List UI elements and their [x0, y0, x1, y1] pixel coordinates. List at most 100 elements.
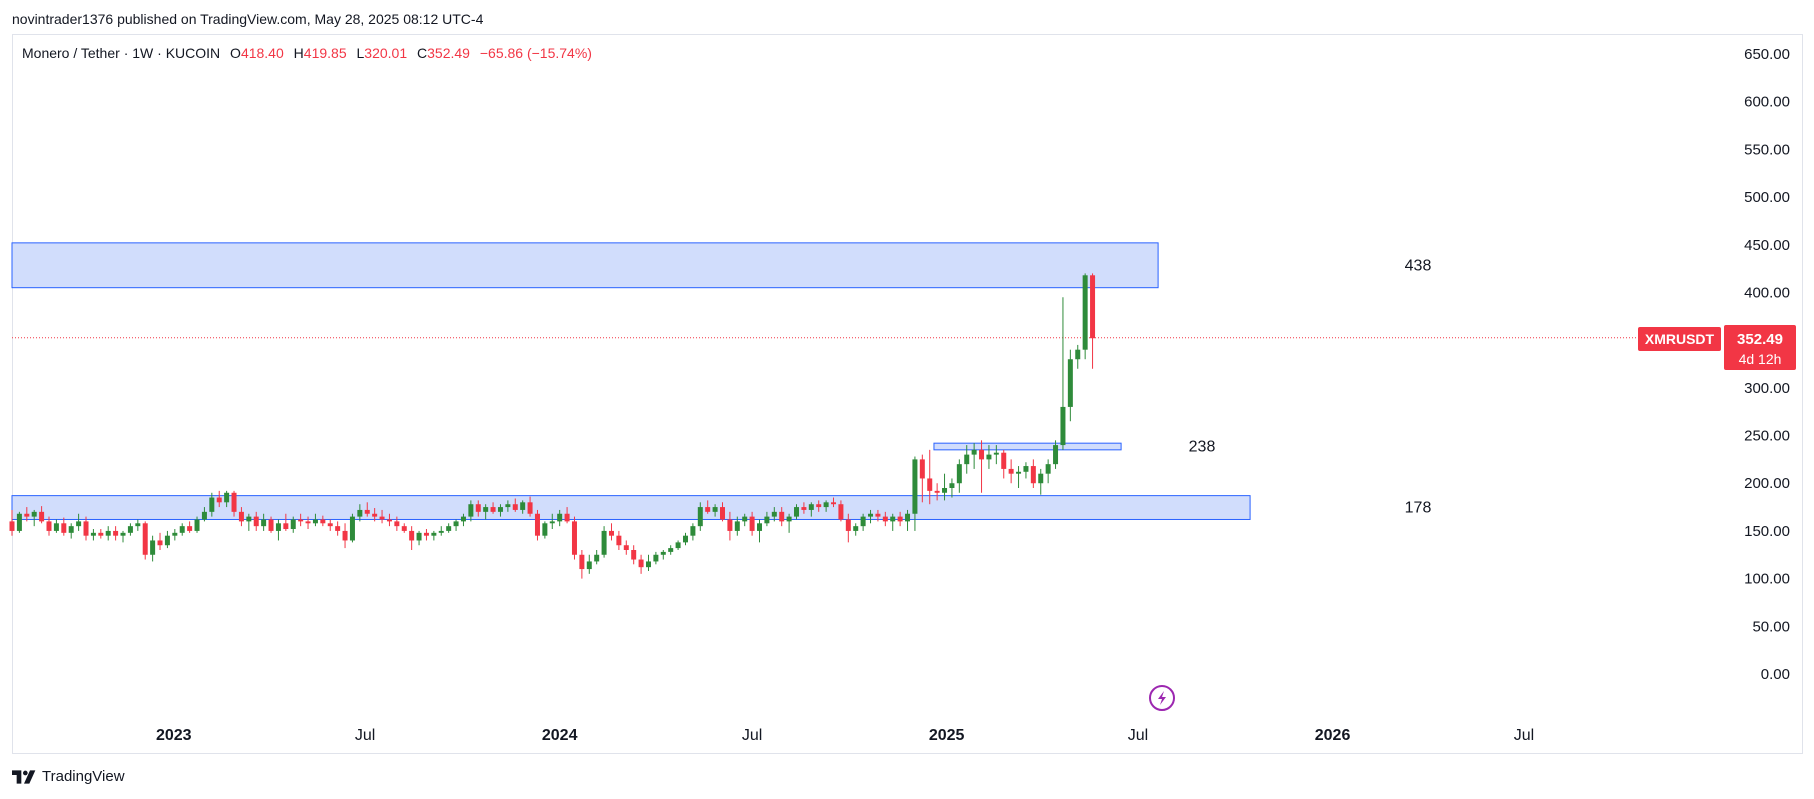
candle [320, 515, 326, 527]
candle [61, 517, 67, 536]
candle-body [39, 511, 45, 522]
symbol-badge-text: XMRUSDT [1645, 331, 1715, 347]
candle-body [616, 535, 622, 546]
candle [919, 454, 925, 503]
x-tick-label: Jul [1128, 727, 1148, 744]
x-tick-label: 2024 [542, 727, 578, 744]
candle-body [534, 513, 540, 536]
legend-high-label: H [293, 45, 304, 61]
y-tick-label: 550.00 [1744, 141, 1790, 158]
candle-body [868, 513, 874, 517]
candle-body [83, 521, 89, 536]
candle-body [46, 521, 52, 531]
candle-body [942, 488, 948, 493]
candle [505, 500, 511, 512]
candle-body [61, 523, 67, 533]
candle-body [801, 507, 807, 510]
zone-label: 438 [1405, 257, 1432, 274]
candle [734, 516, 740, 536]
candle-body [564, 513, 570, 522]
candle-body [475, 504, 481, 512]
footer-brand[interactable]: TradingView [12, 768, 125, 785]
candle [542, 521, 548, 539]
candle-body [349, 516, 355, 541]
candle-body [549, 521, 555, 524]
candle-body [971, 449, 977, 455]
candle [594, 550, 600, 565]
candle-body [460, 516, 466, 522]
candle-body [150, 540, 156, 555]
candle [31, 509, 37, 527]
candle-body [734, 521, 740, 531]
candles-layer [9, 273, 1096, 579]
candle [16, 511, 22, 533]
candle [1045, 459, 1051, 484]
candle [942, 473, 948, 501]
candle-body [964, 454, 970, 465]
candle [298, 513, 304, 527]
candle [475, 500, 481, 517]
candle [127, 523, 133, 536]
candle-body [275, 523, 281, 531]
symbol-legend: Monero / Tether · 1W · KUCOIN O418.40 H4… [22, 45, 592, 61]
candle-body [638, 559, 644, 568]
candle-body [979, 449, 985, 460]
candle [24, 507, 30, 522]
x-tick-label: 2023 [156, 727, 192, 744]
flash-icon[interactable] [1149, 685, 1175, 711]
candle-body [261, 519, 267, 527]
y-tick-label: 50.00 [1752, 618, 1790, 635]
legend-exchange: KUCOIN [165, 45, 221, 61]
candle [253, 511, 259, 531]
candle [794, 504, 800, 520]
candle-body [453, 521, 459, 527]
candle-body [779, 511, 785, 522]
candle-body [31, 511, 37, 517]
candle-body [53, 523, 59, 531]
candle [409, 526, 415, 550]
candle [979, 440, 985, 493]
legend-open-label: O [230, 45, 241, 61]
y-tick-label: 300.00 [1744, 380, 1790, 397]
candle-body [68, 526, 74, 533]
candle [631, 545, 637, 565]
candle [934, 483, 940, 501]
candle [238, 507, 244, 527]
price-badge-value: 352.49 [1737, 331, 1783, 348]
candle [638, 554, 644, 574]
candle [431, 530, 437, 541]
candle [468, 500, 474, 522]
candle-body [446, 526, 452, 531]
y-tick-label: 600.00 [1744, 94, 1790, 111]
candle [194, 516, 200, 533]
candle-body [468, 504, 474, 517]
candle-body [142, 523, 148, 555]
zone-label: 238 [1189, 439, 1216, 456]
candle-body [312, 519, 318, 524]
candle [512, 498, 518, 512]
candle-body [127, 526, 133, 533]
candle-body [757, 523, 763, 531]
candle-body [1053, 445, 1059, 465]
candle [616, 530, 622, 550]
candle-body [1001, 452, 1007, 469]
candle-body [76, 521, 82, 527]
candle-body [327, 523, 333, 527]
candle-body [16, 513, 22, 531]
footer-brand-text: TradingView [42, 768, 125, 785]
y-tick-label: 650.00 [1744, 46, 1790, 63]
zone-rect [933, 442, 1122, 451]
candle [749, 511, 755, 536]
candle [349, 513, 355, 543]
y-tick-label: 0.00 [1761, 666, 1790, 683]
candle-body [993, 452, 999, 455]
candle [90, 529, 96, 541]
candle-body [135, 523, 141, 527]
candle-body [786, 516, 792, 522]
candle [290, 516, 296, 533]
candle [601, 526, 607, 558]
candle [46, 516, 52, 536]
zone-rect [11, 242, 1159, 289]
candle [1090, 273, 1096, 369]
